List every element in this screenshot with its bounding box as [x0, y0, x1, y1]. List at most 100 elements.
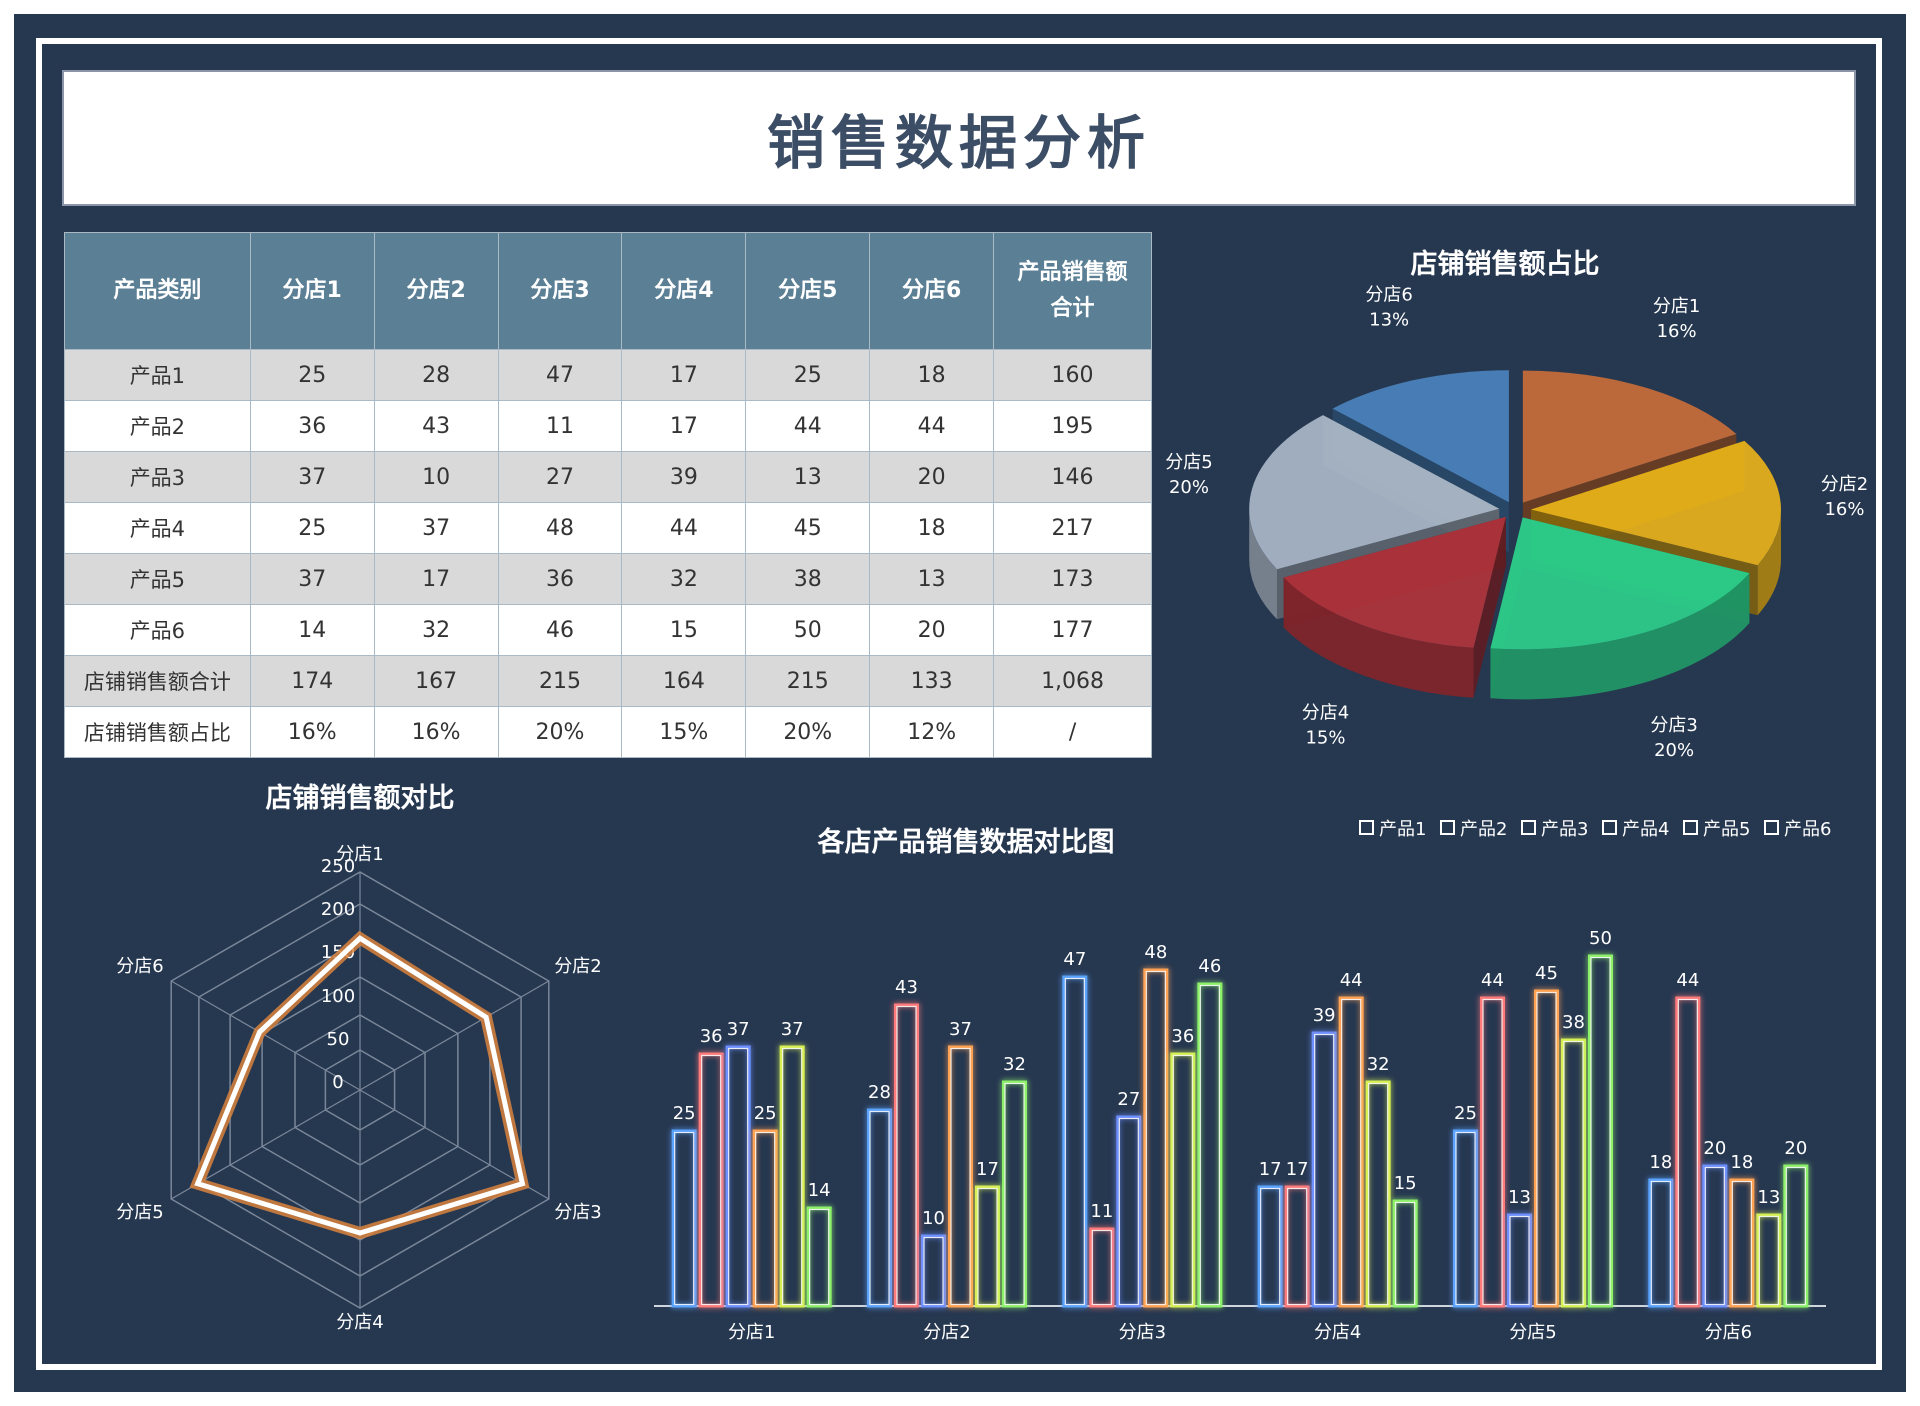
bar-value-label: 32	[1003, 1054, 1026, 1075]
pie-slices	[1249, 370, 1781, 700]
bar-value-label: 39	[1313, 1005, 1336, 1026]
bar-highlight	[1704, 1166, 1725, 1306]
row-label-cell: 店铺销售额占比	[64, 706, 251, 758]
row-label-cell: 产品3	[64, 451, 251, 503]
bar-value-label: 15	[1394, 1173, 1417, 1194]
legend-label: 产品2	[1460, 819, 1507, 840]
bar	[779, 1045, 805, 1308]
bar-value-label: 25	[673, 1103, 696, 1124]
bar	[1365, 1080, 1391, 1308]
table-cell: 50	[745, 604, 871, 656]
table-cell: 36	[497, 553, 623, 605]
header-cell: 分店1	[249, 232, 375, 350]
bar-value-label: 13	[1757, 1187, 1780, 1208]
pie-category-label: 分店4	[1302, 702, 1349, 723]
bar-highlight	[809, 1208, 830, 1306]
bar	[1284, 1185, 1310, 1308]
bar-value-label: 25	[754, 1103, 777, 1124]
header-cell: 分店5	[745, 232, 871, 350]
table-cell: 25	[249, 349, 375, 401]
table-header-row: 产品类别 分店1 分店2 分店3 分店4 分店5 分店6 产品销售额合计	[64, 232, 1152, 350]
table-cell: 215	[497, 655, 623, 707]
bar-highlight	[1455, 1131, 1476, 1306]
radar-axis-label: 分店2	[554, 956, 601, 977]
table-cell: 16%	[373, 706, 499, 758]
radar-chart-title: 店铺销售额对比	[265, 783, 455, 814]
bar-value-label: 17	[1286, 1159, 1309, 1180]
bar	[1561, 1038, 1586, 1308]
title-banner: 销售数据分析	[62, 70, 1856, 206]
bar	[1588, 954, 1613, 1308]
pie-slice-top	[1530, 440, 1781, 566]
bar-highlight	[1118, 1117, 1139, 1306]
radar-grid	[170, 871, 550, 1309]
legend-swatch	[1764, 820, 1779, 835]
row-label-cell: 产品4	[64, 502, 251, 554]
bar	[1453, 1129, 1478, 1308]
table-cell: 37	[249, 553, 375, 605]
radar-axis-label: 分店6	[116, 956, 163, 977]
table-cell: 146	[993, 451, 1152, 503]
radar-axis-label: 分店5	[116, 1202, 163, 1223]
table-row: 产品2 36 43 11 17 44 44 195	[64, 400, 1152, 452]
bar-value-label: 25	[1454, 1103, 1477, 1124]
table-row: 店铺销售额占比 16% 16% 20% 15% 20% 12% /	[64, 706, 1152, 758]
bar-value-label: 37	[949, 1019, 972, 1040]
table-cell: 25	[745, 349, 871, 401]
bar-value-label: 20	[1703, 1138, 1726, 1159]
bar-value-label: 47	[1063, 949, 1086, 970]
pie-slice-top	[1283, 516, 1506, 648]
bar-legend: 产品1 产品2 产品3 产品4 产品5 产品6	[1359, 819, 1831, 840]
bar-value-label: 36	[700, 1026, 723, 1047]
bar-value-label: 11	[1090, 1201, 1113, 1222]
bar-highlight	[977, 1187, 998, 1306]
row-label-cell: 产品6	[64, 604, 251, 656]
bar	[752, 1129, 778, 1308]
bar-category-label: 分店3	[1119, 1322, 1166, 1343]
bar	[1170, 1052, 1196, 1308]
bar-highlight	[1731, 1180, 1752, 1306]
bar	[1311, 1031, 1337, 1308]
bar	[806, 1206, 832, 1308]
bar-highlight	[950, 1047, 971, 1306]
bar-category-label: 分店5	[1509, 1322, 1556, 1343]
table-cell: 14	[249, 604, 375, 656]
page-title: 销售数据分析	[766, 109, 1151, 177]
bar	[1116, 1115, 1142, 1308]
bar-value-label: 38	[1562, 1012, 1585, 1033]
bar	[1257, 1185, 1283, 1308]
bar-value-label: 32	[1367, 1054, 1390, 1075]
bar-highlight	[1395, 1201, 1416, 1306]
table-cell: 15	[621, 604, 747, 656]
radar-tick-label: 50	[327, 1029, 350, 1050]
bar-value-label: 10	[922, 1208, 945, 1229]
bar-highlight	[755, 1131, 776, 1306]
table-cell: 167	[373, 655, 499, 707]
bar-highlight	[1785, 1166, 1806, 1306]
pie-slice-top	[1249, 415, 1500, 570]
pie-slice-top	[1332, 370, 1509, 503]
row-label-cell: 产品2	[64, 400, 251, 452]
bar	[867, 1108, 892, 1308]
dashboard-frame	[36, 38, 1882, 1370]
bar	[1507, 1213, 1532, 1308]
bar-highlight	[923, 1236, 944, 1306]
bar-highlight	[1563, 1040, 1584, 1306]
header-cell: 分店3	[497, 232, 623, 350]
bar-highlight	[1199, 984, 1220, 1306]
bar-highlight	[1145, 970, 1166, 1306]
legend-swatch	[1440, 820, 1455, 835]
bar-value-label: 18	[1649, 1152, 1672, 1173]
bar	[1729, 1178, 1755, 1308]
pie-category-label: 分店5	[1165, 452, 1212, 473]
bar-highlight	[1314, 1033, 1335, 1306]
bar-highlight	[1341, 998, 1362, 1306]
bar-highlight	[1368, 1082, 1389, 1306]
pie-category-label: 分店1	[1653, 296, 1700, 317]
table-cell: 37	[249, 451, 375, 503]
table-cell: 32	[621, 553, 747, 605]
table-cell: 215	[745, 655, 871, 707]
